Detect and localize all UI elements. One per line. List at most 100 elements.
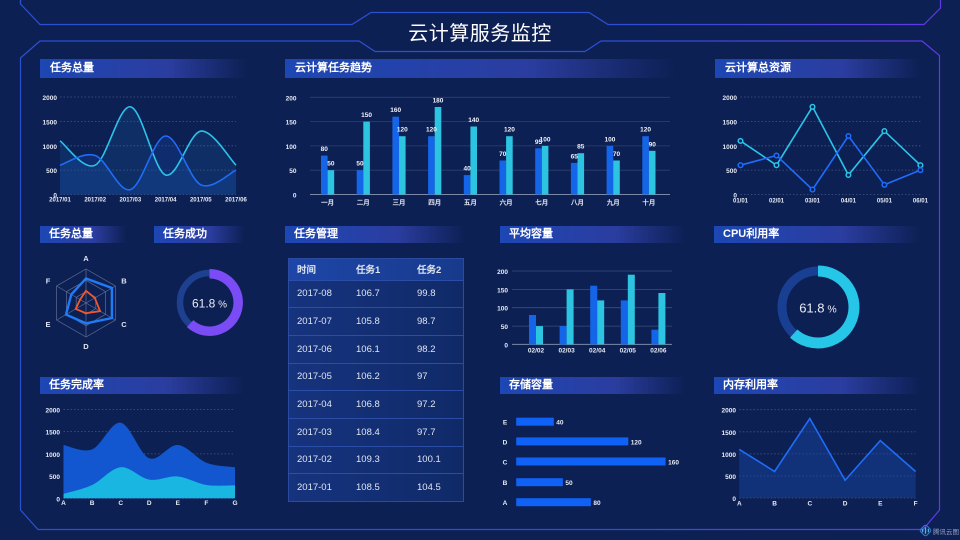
svg-text:四月: 四月 xyxy=(428,199,441,207)
svg-text:140: 140 xyxy=(468,117,479,124)
svg-text:九月: 九月 xyxy=(606,198,620,207)
svg-text:六月: 六月 xyxy=(500,198,513,207)
svg-text:40: 40 xyxy=(463,166,471,173)
svg-text:70: 70 xyxy=(499,151,507,158)
svg-text:D: D xyxy=(503,439,508,446)
svg-text:E: E xyxy=(503,420,508,427)
svg-text:50: 50 xyxy=(501,324,509,331)
svg-text:03/01: 03/01 xyxy=(805,199,821,205)
svg-text:500: 500 xyxy=(46,168,57,175)
svg-text:E: E xyxy=(45,320,50,329)
svg-text:180: 180 xyxy=(433,98,444,105)
svg-text:50: 50 xyxy=(289,168,297,175)
svg-text:0: 0 xyxy=(733,193,737,200)
svg-text:0: 0 xyxy=(504,342,508,349)
svg-text:100: 100 xyxy=(604,136,615,143)
svg-text:160: 160 xyxy=(390,107,401,114)
svg-text:120: 120 xyxy=(504,127,515,134)
svg-text:500: 500 xyxy=(49,474,60,481)
svg-text:2017/04: 2017/04 xyxy=(155,198,177,204)
svg-text:100: 100 xyxy=(497,306,508,313)
svg-text:50: 50 xyxy=(327,161,335,168)
svg-text:70: 70 xyxy=(613,151,621,158)
svg-text:1000: 1000 xyxy=(43,144,58,151)
svg-text:06/01: 06/01 xyxy=(913,199,929,205)
svg-text:100: 100 xyxy=(286,144,297,151)
svg-text:F: F xyxy=(46,277,51,286)
svg-text:十月: 十月 xyxy=(642,198,655,207)
svg-text:A: A xyxy=(61,500,66,507)
svg-text:150: 150 xyxy=(497,287,508,294)
svg-text:1500: 1500 xyxy=(46,430,61,437)
svg-text:2017/02: 2017/02 xyxy=(84,198,106,204)
svg-text:1000: 1000 xyxy=(722,452,737,459)
svg-text:02/03: 02/03 xyxy=(558,348,575,355)
svg-text:七月: 七月 xyxy=(535,198,548,207)
svg-text:2000: 2000 xyxy=(722,408,737,415)
svg-text:120: 120 xyxy=(631,439,642,446)
svg-text:61.8 %: 61.8 % xyxy=(192,297,227,311)
svg-text:85: 85 xyxy=(577,144,585,151)
svg-text:02/06: 02/06 xyxy=(650,348,667,355)
svg-text:120: 120 xyxy=(640,127,651,134)
svg-text:E: E xyxy=(176,500,181,507)
svg-text:40: 40 xyxy=(556,420,564,427)
svg-text:02/02: 02/02 xyxy=(528,348,545,355)
svg-text:D: D xyxy=(83,342,89,351)
svg-text:100: 100 xyxy=(540,136,551,143)
svg-text:F: F xyxy=(914,501,918,508)
svg-text:2017/05: 2017/05 xyxy=(190,198,212,204)
svg-text:120: 120 xyxy=(397,127,408,134)
svg-text:三月: 三月 xyxy=(393,199,406,207)
svg-text:1500: 1500 xyxy=(43,119,58,126)
svg-text:01/01: 01/01 xyxy=(733,199,749,205)
svg-text:02/01: 02/01 xyxy=(769,199,785,205)
svg-text:D: D xyxy=(147,500,152,507)
svg-text:1000: 1000 xyxy=(46,452,61,459)
svg-text:02/05: 02/05 xyxy=(620,348,637,355)
svg-text:B: B xyxy=(90,500,95,507)
svg-text:1000: 1000 xyxy=(723,144,738,151)
svg-text:2000: 2000 xyxy=(43,95,58,102)
svg-text:0: 0 xyxy=(293,193,297,200)
svg-text:二月: 二月 xyxy=(357,199,370,207)
svg-text:0: 0 xyxy=(732,496,736,503)
svg-text:A: A xyxy=(83,254,89,263)
svg-text:61.8 %: 61.8 % xyxy=(799,301,837,316)
svg-text:65: 65 xyxy=(571,153,579,160)
svg-text:2000: 2000 xyxy=(723,95,738,102)
svg-text:500: 500 xyxy=(726,168,737,175)
svg-text:G: G xyxy=(232,500,237,507)
svg-text:150: 150 xyxy=(361,112,372,119)
svg-text:200: 200 xyxy=(286,95,297,102)
svg-text:B: B xyxy=(121,277,127,286)
svg-text:04/01: 04/01 xyxy=(841,199,857,205)
svg-text:2017/03: 2017/03 xyxy=(120,198,142,204)
svg-text:150: 150 xyxy=(286,120,297,127)
svg-text:F: F xyxy=(204,500,208,507)
svg-text:50: 50 xyxy=(565,480,573,487)
svg-text:B: B xyxy=(503,480,508,487)
svg-text:E: E xyxy=(878,501,883,508)
svg-text:02/04: 02/04 xyxy=(589,348,606,355)
svg-text:1500: 1500 xyxy=(723,119,738,126)
svg-text:0: 0 xyxy=(56,496,60,503)
svg-text:C: C xyxy=(121,320,127,329)
svg-text:80: 80 xyxy=(321,146,329,153)
svg-text:0: 0 xyxy=(53,193,57,200)
svg-text:2017/01: 2017/01 xyxy=(49,198,71,204)
svg-text:95: 95 xyxy=(535,139,543,146)
svg-text:2017/06: 2017/06 xyxy=(225,198,247,204)
svg-text:120: 120 xyxy=(426,127,437,134)
svg-text:05/01: 05/01 xyxy=(877,199,893,205)
svg-text:200: 200 xyxy=(497,269,508,276)
svg-text:50: 50 xyxy=(356,161,364,168)
svg-text:一月: 一月 xyxy=(321,199,334,207)
svg-text:A: A xyxy=(503,500,508,507)
svg-text:C: C xyxy=(807,501,812,508)
svg-text:160: 160 xyxy=(668,460,679,467)
svg-text:五月: 五月 xyxy=(464,199,477,207)
svg-text:D: D xyxy=(843,501,848,508)
svg-text:500: 500 xyxy=(725,474,736,481)
svg-text:B: B xyxy=(772,501,777,508)
